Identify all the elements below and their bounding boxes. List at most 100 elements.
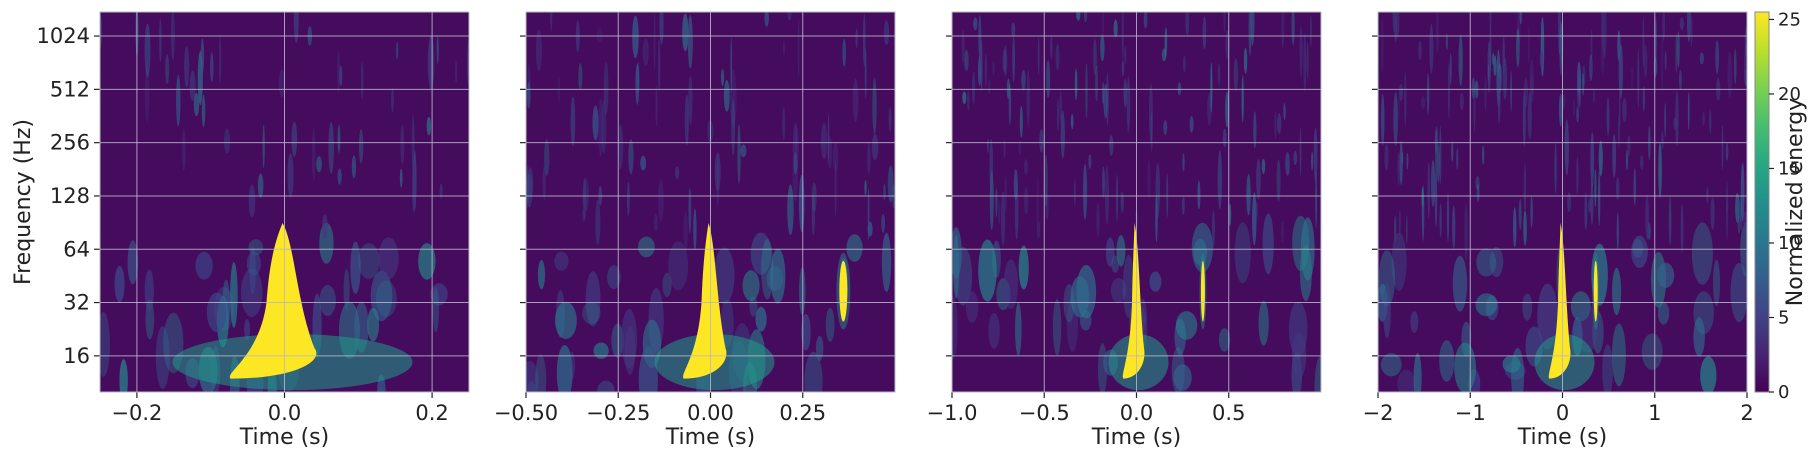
noise-streak <box>400 124 405 165</box>
noise-streak <box>1313 127 1318 182</box>
noise-streak <box>1182 153 1185 172</box>
noise-streak <box>1737 214 1741 234</box>
noise-blob <box>568 351 576 381</box>
noise-streak <box>1023 159 1029 176</box>
noise-streak <box>1721 124 1724 170</box>
noise-streak <box>832 142 839 173</box>
noise-blob <box>637 236 655 258</box>
noise-blob <box>978 239 997 302</box>
noise-blob <box>343 268 350 311</box>
noise-streak <box>144 23 151 78</box>
noise-streak <box>1100 34 1105 62</box>
noise-blob <box>1003 259 1019 310</box>
event-secondary-blip <box>1593 260 1598 322</box>
noise-streak <box>1645 194 1650 241</box>
noise-streak <box>1554 143 1557 194</box>
noise-streak <box>165 54 170 85</box>
noise-streak <box>1589 54 1593 82</box>
noise-streak <box>1393 215 1397 242</box>
noise-streak <box>603 62 609 115</box>
noise-streak <box>1397 152 1401 186</box>
noise-streak <box>1446 192 1450 242</box>
noise-blob <box>1314 356 1321 392</box>
noise-blob <box>430 283 448 306</box>
noise-blob <box>1105 237 1115 267</box>
noise-streak <box>1519 12 1522 25</box>
noise-streak <box>1576 156 1579 195</box>
noise-blob <box>367 307 380 342</box>
noise-streak <box>1489 23 1492 72</box>
noise-blob <box>358 243 380 279</box>
noise-blob <box>1454 342 1477 392</box>
noise-streak <box>1631 65 1634 90</box>
noise-streak <box>995 188 998 218</box>
colorbar-tick-label: 25 <box>1778 9 1801 30</box>
noise-blob <box>713 247 735 304</box>
noise-streak <box>1639 154 1644 170</box>
noise-streak <box>1642 16 1645 68</box>
y-axis-label: Frequency (Hz) <box>11 119 36 285</box>
noise-streak <box>262 124 265 169</box>
noise-streak <box>1625 150 1629 171</box>
noise-streak <box>764 12 769 27</box>
noise-streak <box>720 68 725 87</box>
noise-streak <box>1026 69 1030 126</box>
noise-streak <box>1735 192 1740 224</box>
noise-streak <box>1434 172 1438 228</box>
noise-streak <box>391 87 394 113</box>
noise-streak <box>1590 180 1594 225</box>
noise-streak <box>1155 162 1161 218</box>
noise-blob <box>597 380 615 392</box>
noise-streak <box>627 181 630 217</box>
noise-streak <box>1283 103 1286 121</box>
noise-streak <box>1399 140 1403 185</box>
noise-streak <box>1126 75 1131 133</box>
x-tick-label: 0.2 <box>415 401 448 425</box>
noise-streak <box>1661 130 1664 150</box>
noise-streak <box>787 184 794 236</box>
colorbar-tick-label: 15 <box>1778 158 1801 179</box>
noise-blob <box>1397 369 1416 392</box>
colorbar-tick-label: 20 <box>1778 84 1801 105</box>
noise-streak <box>1182 55 1187 73</box>
noise-blob <box>1149 271 1162 292</box>
noise-streak <box>1487 63 1490 81</box>
noise-blob <box>114 265 125 303</box>
noise-streak <box>1003 140 1006 158</box>
noise-streak <box>782 106 786 141</box>
noise-blob <box>1018 245 1029 290</box>
noise-streak <box>1185 12 1190 36</box>
noise-streak <box>1217 150 1222 210</box>
noise-streak <box>1281 221 1284 243</box>
noise-streak <box>962 91 967 105</box>
noise-streak <box>1398 209 1401 237</box>
noise-blob <box>742 270 760 302</box>
noise-blob <box>825 307 835 342</box>
noise-streak <box>1581 72 1585 96</box>
noise-blob <box>1218 328 1231 352</box>
noise-streak <box>1687 12 1691 42</box>
noise-streak <box>1687 92 1690 131</box>
noise-streak <box>1084 12 1088 23</box>
noise-blob <box>1191 222 1213 273</box>
noise-blob <box>755 306 767 332</box>
noise-streak <box>1430 159 1436 207</box>
noise-streak <box>1036 175 1039 233</box>
noise-streak <box>218 34 222 84</box>
noise-streak <box>311 128 316 182</box>
noise-streak <box>1303 32 1307 92</box>
noise-streak <box>1572 99 1576 116</box>
noise-blob <box>1700 356 1717 392</box>
noise-streak <box>1434 126 1439 155</box>
noise-streak <box>827 113 830 163</box>
noise-blob <box>1070 276 1090 318</box>
noise-streak <box>535 29 542 72</box>
noise-blob <box>195 251 213 280</box>
noise-blob <box>1489 247 1504 277</box>
colorbar-tick-label: 0 <box>1778 382 1789 403</box>
noise-streak <box>1003 45 1008 77</box>
noise-streak <box>1449 53 1452 85</box>
noise-blob <box>1380 353 1402 377</box>
noise-streak <box>683 210 688 252</box>
noise-streak <box>1675 34 1678 74</box>
